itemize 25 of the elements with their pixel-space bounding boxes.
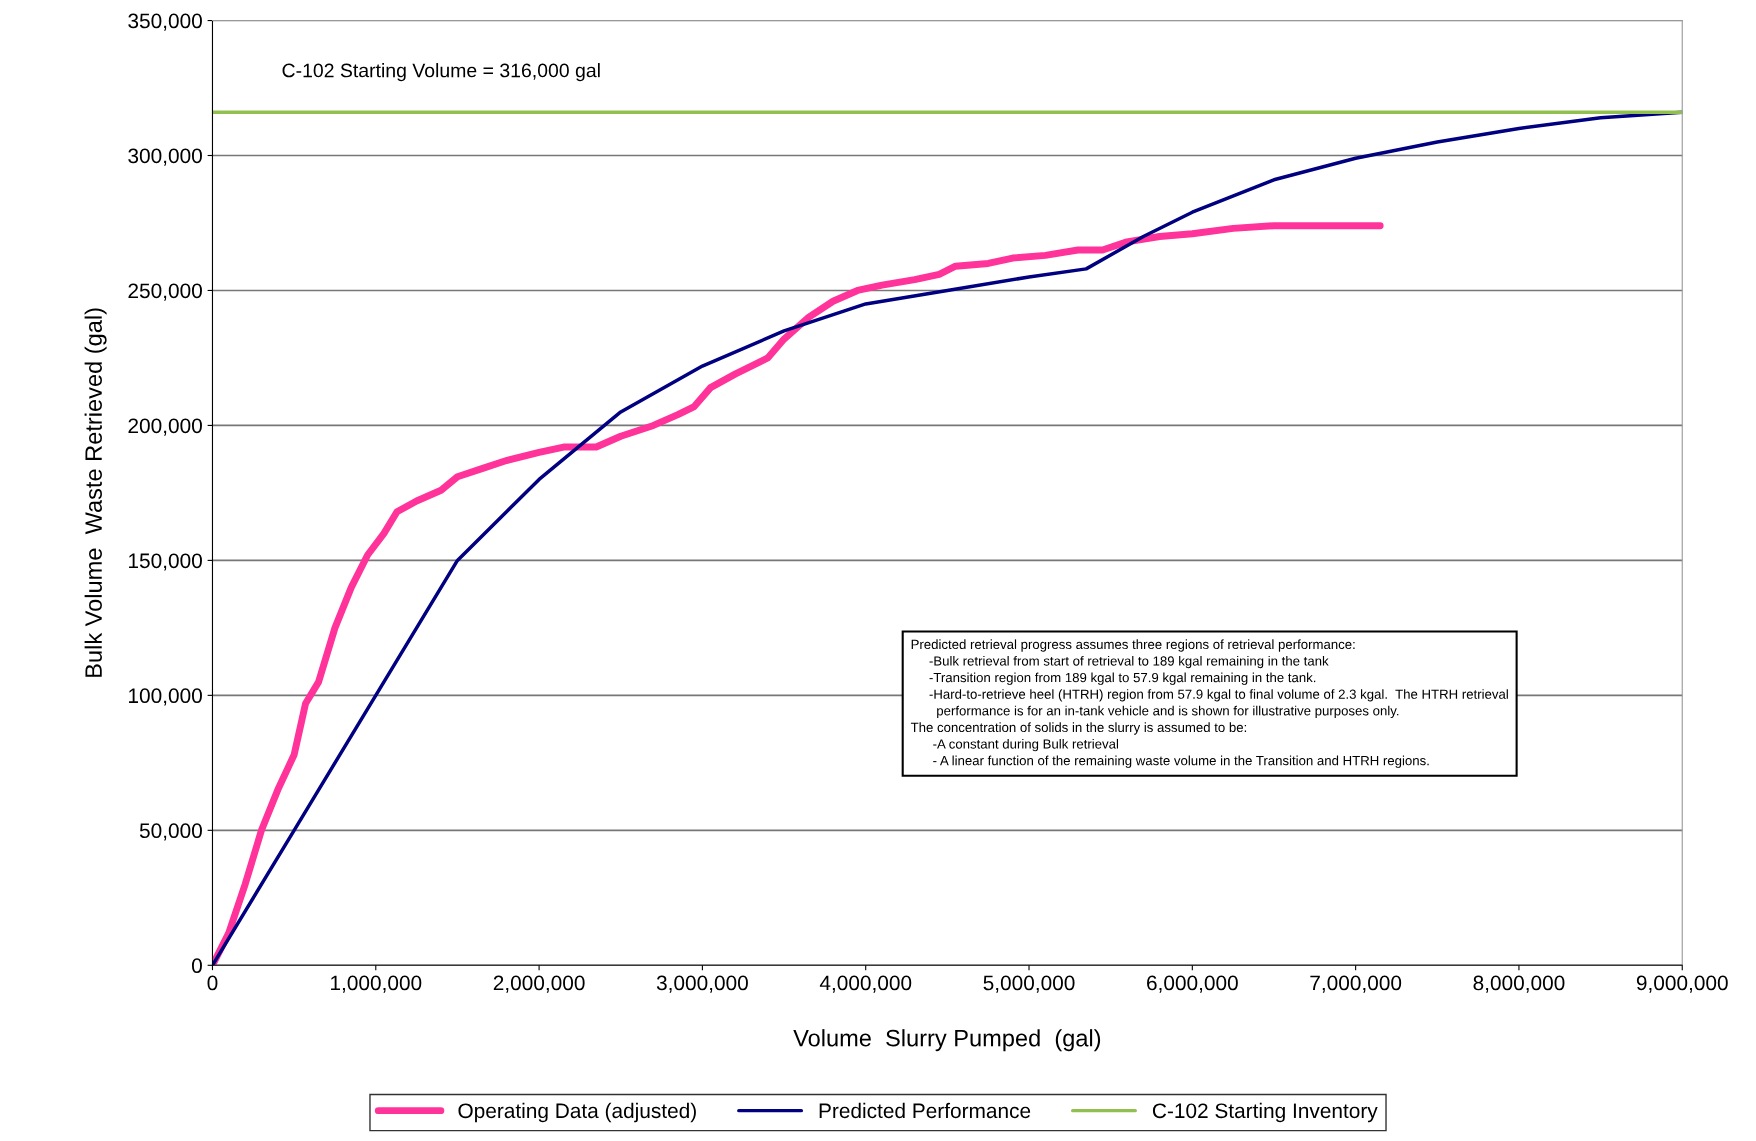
legend-label: Predicted Performance (819, 1102, 1031, 1119)
x-tick-label: 1,000,000 (331, 975, 422, 993)
x-tick-label: 9,000,000 (1636, 975, 1728, 993)
y-tick-label: 100,000 (129, 688, 202, 706)
annotation: C-102 Starting Volume = 316,000 gal (282, 63, 600, 82)
x-tick-label: 6,000,000 (1147, 975, 1238, 993)
legend-label: Operating Data (adjusted) (458, 1102, 696, 1123)
x-tick-label: 0 (207, 975, 218, 991)
x-tick-label: 5,000,000 (983, 975, 1075, 993)
y-tick-label: 300,000 (128, 148, 202, 166)
x-tick-label: 3,000,000 (656, 975, 748, 993)
y-tick-label: 200,000 (128, 418, 202, 436)
x-tick-label: 7,000,000 (1310, 975, 1402, 993)
x-axis-title: Volume Slurry Pumped (gal) (793, 1029, 1101, 1052)
annotation: Predicted retrieval progress assumes three regions of retrieval performance: -Bulk retrieval from start of retrieval to 189 kgal remaining in the tank -Transition region from 189 kgal to 57.9 kgal remaining in the tank. -Hard-to-retrieve heel (HTRH) region from 57.9 kgal to final volume of 2.3 kgal. The HTRH retrieval performance is for an in-tank vehicle and is shown for illustrative purposes only. The concentration of solids in the slurry is assumed to be: -A constant during Bulk retrieval - A linear function of the remaining waste volume in the Transition and HTRH regions. (910, 639, 1508, 768)
x-tick-label: 2,000,000 (493, 975, 585, 993)
y-tick-label: 350,000 (128, 13, 202, 31)
y-axis-title: Bulk Volume Waste Retrieved (gal) (84, 308, 107, 677)
y-tick-label: 150,000 (129, 553, 202, 571)
legend-label: C-102 Starting Inventory (1152, 1102, 1378, 1123)
y-tick-label: 50,000 (139, 823, 202, 841)
y-tick-label: 0 (191, 958, 202, 974)
x-tick-label: 8,000,000 (1473, 975, 1565, 993)
x-tick-label: 4,000,000 (819, 975, 912, 993)
y-tick-label: 250,000 (128, 283, 202, 301)
